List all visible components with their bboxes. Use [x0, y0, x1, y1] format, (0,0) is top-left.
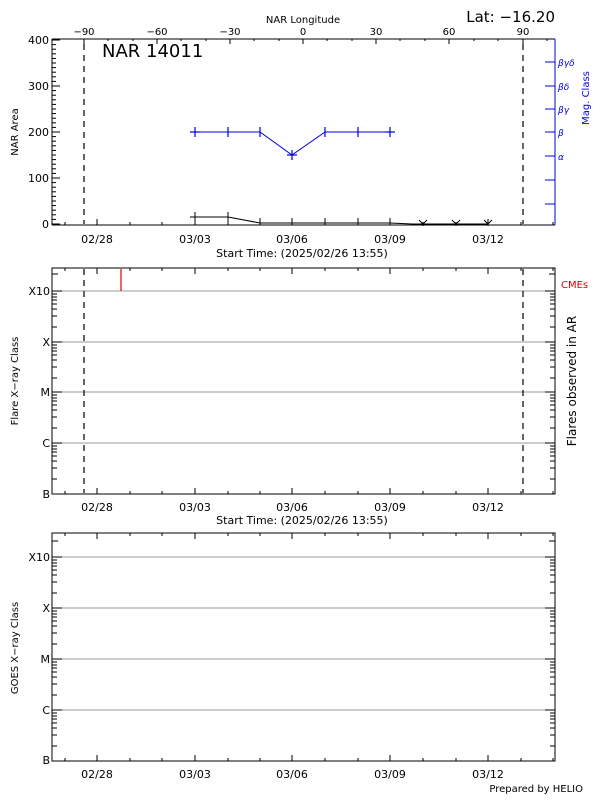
date-tick-label: 03/03	[179, 501, 211, 514]
goes-y-ticks-left	[52, 540, 62, 747]
date-tick-label: 03/03	[179, 768, 211, 781]
mag-class-label: βγδ	[557, 59, 575, 69]
area-y-axis-title: NAR Area	[10, 108, 21, 155]
goes-gridlines	[52, 556, 555, 711]
y-tick-label: C	[42, 437, 50, 450]
latitude-label: Lat: −16.20	[466, 8, 555, 26]
mag-class-series	[190, 127, 395, 160]
y-tick-label: 100	[28, 172, 49, 185]
flare-y-tick-labels: X10 X M C B	[28, 285, 50, 501]
date-tick-label: 03/06	[276, 501, 308, 514]
y-tick-label: 400	[28, 34, 49, 47]
y-tick-label: B	[42, 488, 50, 501]
area-y-tick-labels: 400 300 200 100 0	[28, 34, 49, 231]
area-panel: 400 300 200 100 0 NAR Area βγδ βδ βγ β α…	[10, 34, 592, 260]
area-x-axis-title: Start Time: (2025/02/26 13:55)	[216, 247, 388, 260]
y-tick-label: X	[42, 602, 50, 615]
date-tick-label: 03/03	[179, 233, 211, 246]
flare-y-ticks-left	[52, 273, 62, 480]
lon-tick-label: 60	[443, 27, 456, 38]
date-tick-label: 03/12	[472, 768, 504, 781]
y-tick-label: 300	[28, 80, 49, 93]
flare-y-axis-title: Flare X−ray Class	[10, 337, 21, 426]
y-tick-label: M	[41, 653, 51, 666]
flare-date-labels: 02/28 03/03 03/06 03/09 03/12	[81, 501, 504, 514]
flare-gridlines	[52, 290, 555, 444]
date-tick-label: 03/12	[472, 501, 504, 514]
mag-class-ticks	[545, 61, 555, 205]
lon-tick-label: −30	[219, 27, 240, 38]
lon-tick-label: −60	[146, 27, 167, 38]
mag-class-label: βγ	[557, 106, 570, 116]
credit-label: Prepared by HELIO	[489, 784, 583, 795]
date-tick-label: 03/09	[374, 768, 406, 781]
mag-class-axis-title: Mag. Class	[581, 71, 592, 125]
y-tick-label: B	[42, 754, 50, 767]
y-tick-label: M	[41, 386, 51, 399]
mag-class-label: β	[557, 129, 564, 139]
mag-class-labels: βγδ βδ βγ β α	[557, 59, 575, 163]
mag-class-label: βδ	[557, 83, 570, 93]
y-tick-label: X10	[28, 551, 50, 564]
area-y-ticks	[52, 39, 60, 225]
y-tick-label: C	[42, 704, 50, 717]
lon-tick-label: −90	[73, 27, 94, 38]
goes-date-labels: 02/28 03/03 03/06 03/09 03/12	[81, 768, 504, 781]
y-tick-label: 200	[28, 126, 49, 139]
longitude-ticks	[83, 39, 548, 44]
area-series	[190, 212, 493, 226]
goes-date-ticks	[64, 533, 554, 761]
longitude-tick-labels: −90 −60 −30 0 30 60 90	[73, 27, 529, 38]
goes-y-ticks-right	[545, 540, 555, 747]
flares-observed-label: Flares observed in AR	[565, 316, 579, 446]
y-tick-label: X	[42, 336, 50, 349]
date-tick-label: 02/28	[81, 501, 113, 514]
longitude-axis-title: NAR Longitude	[266, 15, 340, 26]
flare-y-ticks-right	[545, 273, 555, 480]
area-date-labels: 02/28 03/03 03/06 03/09 03/12	[81, 233, 504, 246]
goes-y-tick-labels: X10 X M C B	[28, 551, 50, 767]
flare-panel: X10 X M C B Flare X−ray Class Flares obs…	[10, 267, 588, 527]
y-tick-label: X10	[28, 285, 50, 298]
date-tick-label: 02/28	[81, 233, 113, 246]
region-title: NAR 14011	[102, 41, 203, 62]
date-tick-label: 03/06	[276, 233, 308, 246]
date-tick-label: 03/06	[276, 768, 308, 781]
goes-y-axis-title: GOES X−ray Class	[10, 602, 21, 694]
lon-tick-label: 90	[517, 27, 530, 38]
date-tick-label: 03/09	[374, 501, 406, 514]
flare-date-ticks	[64, 268, 554, 494]
flare-x-axis-title: Start Time: (2025/02/26 13:55)	[216, 514, 388, 527]
mag-class-label: α	[558, 153, 564, 163]
cme-legend-label: CMEs	[561, 280, 588, 291]
lon-tick-label: 30	[370, 27, 383, 38]
lon-tick-label: 0	[300, 27, 306, 38]
date-tick-label: 03/09	[374, 233, 406, 246]
date-tick-label: 02/28	[81, 768, 113, 781]
date-tick-label: 03/12	[472, 233, 504, 246]
goes-panel: X10 X M C B GOES X−ray Class 02/28 03/03…	[10, 532, 556, 781]
y-tick-label: 0	[42, 218, 49, 231]
